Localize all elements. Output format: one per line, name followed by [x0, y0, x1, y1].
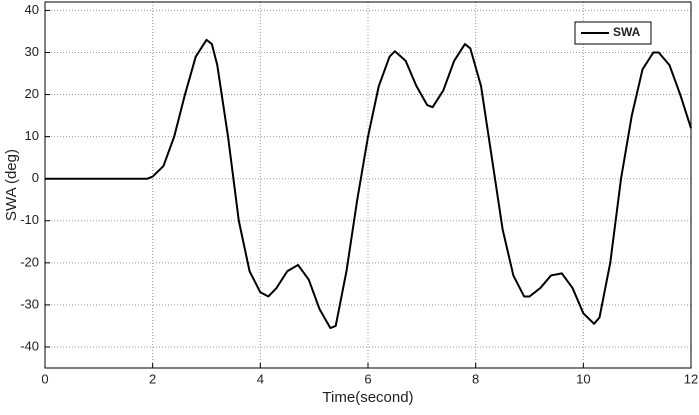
y-tick-label: -40: [20, 338, 39, 353]
x-tick-label: 6: [364, 371, 371, 386]
x-tick-label: 4: [257, 371, 264, 386]
y-tick-label: 0: [32, 170, 39, 185]
x-axis-label: Time(second): [322, 389, 413, 406]
y-tick-label: -30: [20, 296, 39, 311]
y-tick-label: 40: [25, 2, 39, 17]
x-tick-label: 10: [576, 371, 590, 386]
y-tick-label: -10: [20, 212, 39, 227]
plot-frame: [44, 1, 692, 369]
legend-label: SWA: [613, 25, 641, 39]
x-tick-label: 0: [41, 371, 48, 386]
legend-box: [574, 21, 652, 45]
x-tick-label: 2: [149, 371, 156, 386]
y-axis-label: SWA (deg): [3, 149, 20, 221]
line-series: [45, 38, 692, 330]
y-tick-label: 20: [25, 86, 39, 101]
y-tick-label: 10: [25, 128, 39, 143]
x-tick-label: 12: [684, 371, 698, 386]
x-tick-label: 8: [472, 371, 479, 386]
y-tick-label: -20: [20, 254, 39, 269]
y-tick-label: 30: [25, 44, 39, 59]
